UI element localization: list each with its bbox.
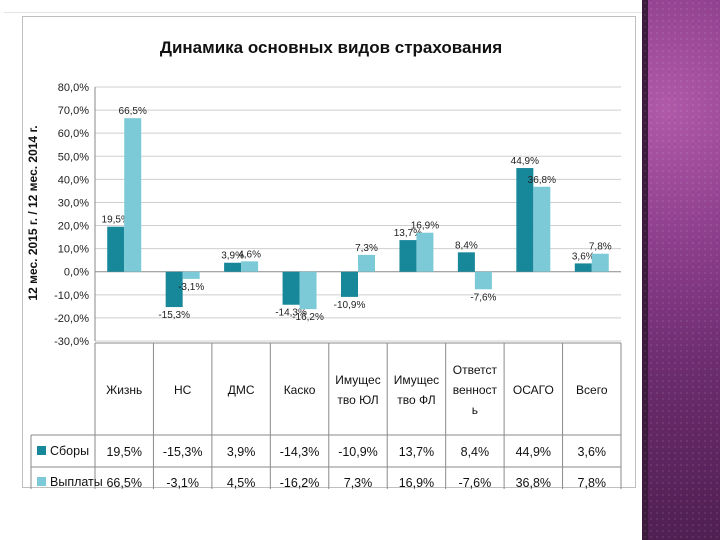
table-cell-value: 16,9%: [399, 476, 434, 489]
table-cell-value: -3,1%: [166, 476, 199, 489]
data-label: 36,8%: [528, 175, 556, 186]
data-label: -10,9%: [334, 300, 366, 311]
bar-sbory: [107, 226, 125, 272]
y-tick-label: 80,0%: [58, 82, 89, 94]
category-label: Имущес: [394, 373, 439, 387]
chart-title: Динамика основных видов страхования: [160, 38, 502, 57]
category-label: тво ФЛ: [397, 393, 435, 407]
bar-sbory: [516, 168, 534, 272]
bar-vyplaty: [591, 253, 609, 272]
category-label: Каско: [284, 383, 316, 397]
bar-vyplaty: [474, 271, 492, 290]
table-cell-value: 8,4%: [461, 445, 490, 459]
table-cell-value: -14,3%: [280, 445, 320, 459]
table-cell-value: -10,9%: [338, 445, 378, 459]
y-axis-label: 12 мес. 2015 г. / 12 мес. 2014 г.: [26, 125, 40, 300]
bar-vyplaty: [182, 271, 200, 279]
y-tick-label: 30,0%: [58, 197, 89, 209]
table-cell-value: -7,6%: [459, 476, 492, 489]
chart-canvas: Динамика основных видов страхования 12 ме…: [26, 38, 622, 489]
bar-vyplaty: [299, 271, 317, 310]
data-label: -16,2%: [292, 312, 324, 323]
bar-vyplaty: [124, 118, 142, 272]
bar-sbory: [341, 271, 358, 297]
data-label: 3,9%: [221, 251, 244, 262]
slide-top-rule: [4, 12, 644, 13]
category-label: Жизнь: [106, 383, 142, 397]
y-tick-label: 40,0%: [58, 174, 89, 186]
category-label: Всего: [576, 383, 608, 397]
y-tick-label: 50,0%: [58, 151, 89, 163]
bar-sbory: [282, 271, 300, 305]
data-label: 7,8%: [589, 242, 612, 253]
data-label: 44,9%: [511, 156, 539, 167]
chart-frame: Динамика основных видов страхования 12 ме…: [22, 16, 636, 489]
bar-sbory: [165, 271, 183, 308]
data-label: -3,1%: [178, 282, 204, 293]
table-cell-value: 7,8%: [578, 476, 607, 489]
category-label: ОСАГО: [513, 383, 554, 397]
y-tick-label: -10,0%: [54, 290, 89, 302]
bar-vyplaty: [241, 261, 259, 272]
data-label: -14,3%: [275, 308, 307, 319]
table-cell-value: 4,5%: [227, 476, 256, 489]
data-label: 66,5%: [119, 106, 147, 117]
table-cell-value: -15,3%: [163, 445, 203, 459]
y-tick-label: 60,0%: [58, 128, 89, 140]
legend-entry: Сборы: [50, 444, 89, 458]
bar-sbory: [224, 262, 242, 272]
table-cell-value: 3,9%: [227, 445, 256, 459]
bar-sbory: [574, 263, 592, 272]
y-tick-label: -30,0%: [54, 336, 89, 348]
y-tick-label: -20,0%: [54, 313, 89, 325]
category-label: венност: [453, 383, 498, 397]
data-label: 13,7%: [394, 228, 422, 239]
data-label: -7,6%: [470, 292, 496, 303]
category-label: НС: [174, 383, 192, 397]
table-cell-value: 13,7%: [399, 445, 434, 459]
category-label: тво ЮЛ: [337, 393, 378, 407]
data-label: 19,5%: [102, 215, 130, 226]
bar-sbory: [399, 240, 417, 272]
y-tick-label: 20,0%: [58, 221, 89, 233]
y-tick-label: 10,0%: [58, 244, 89, 256]
data-label: -15,3%: [158, 310, 190, 321]
data-label: 8,4%: [455, 240, 478, 251]
data-label: 4,6%: [238, 249, 261, 260]
legend-swatch-vyplaty: [37, 477, 46, 486]
table-cell-value: 36,8%: [516, 476, 551, 489]
data-label: 16,9%: [411, 221, 439, 232]
bar-vyplaty: [533, 186, 551, 272]
bar-vyplaty: [358, 254, 375, 272]
legend-entry: Выплаты: [50, 475, 103, 489]
bar-vyplaty: [416, 232, 434, 272]
table-cell-value: 7,3%: [344, 476, 373, 489]
category-label: Ответст: [453, 363, 498, 377]
category-label: ДМС: [228, 383, 255, 397]
table-cell-value: 19,5%: [106, 445, 141, 459]
table-cell-value: -16,2%: [280, 476, 320, 489]
decorative-side-panel: [642, 0, 720, 540]
data-label: 3,6%: [572, 251, 595, 262]
table-cell-value: 44,9%: [516, 445, 551, 459]
data-label: 7,3%: [355, 243, 378, 254]
category-label: ь: [472, 403, 478, 417]
table-cell-value: 3,6%: [578, 445, 607, 459]
table-cell-value: 66,5%: [106, 476, 141, 489]
category-label: Имущес: [335, 373, 380, 387]
legend-swatch-sbory: [37, 446, 46, 455]
bar-sbory: [457, 252, 475, 272]
y-tick-label: 70,0%: [58, 105, 89, 117]
y-tick-label: 0,0%: [64, 267, 89, 279]
